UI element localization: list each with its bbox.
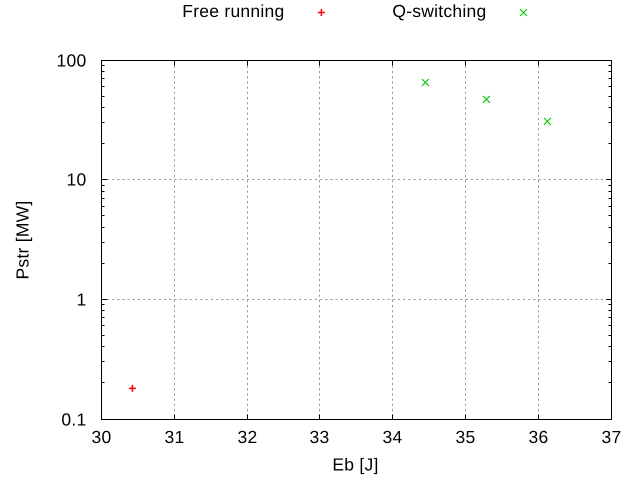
svg-text:35: 35 bbox=[456, 427, 476, 447]
svg-text:34: 34 bbox=[383, 427, 403, 447]
svg-text:30: 30 bbox=[92, 427, 112, 447]
svg-text:37: 37 bbox=[602, 427, 622, 447]
svg-text:1: 1 bbox=[77, 289, 87, 309]
svg-text:33: 33 bbox=[310, 427, 330, 447]
svg-text:Eb [J]: Eb [J] bbox=[332, 455, 378, 475]
svg-text:100: 100 bbox=[57, 50, 87, 70]
svg-text:32: 32 bbox=[238, 427, 258, 447]
svg-text:31: 31 bbox=[165, 427, 185, 447]
svg-text:36: 36 bbox=[529, 427, 549, 447]
svg-text:Pstr [MW]: Pstr [MW] bbox=[12, 200, 32, 279]
svg-text:Q-switching: Q-switching bbox=[392, 1, 486, 21]
svg-text:0.1: 0.1 bbox=[61, 409, 86, 429]
svg-text:Free running: Free running bbox=[182, 1, 284, 21]
svg-text:10: 10 bbox=[67, 169, 87, 189]
